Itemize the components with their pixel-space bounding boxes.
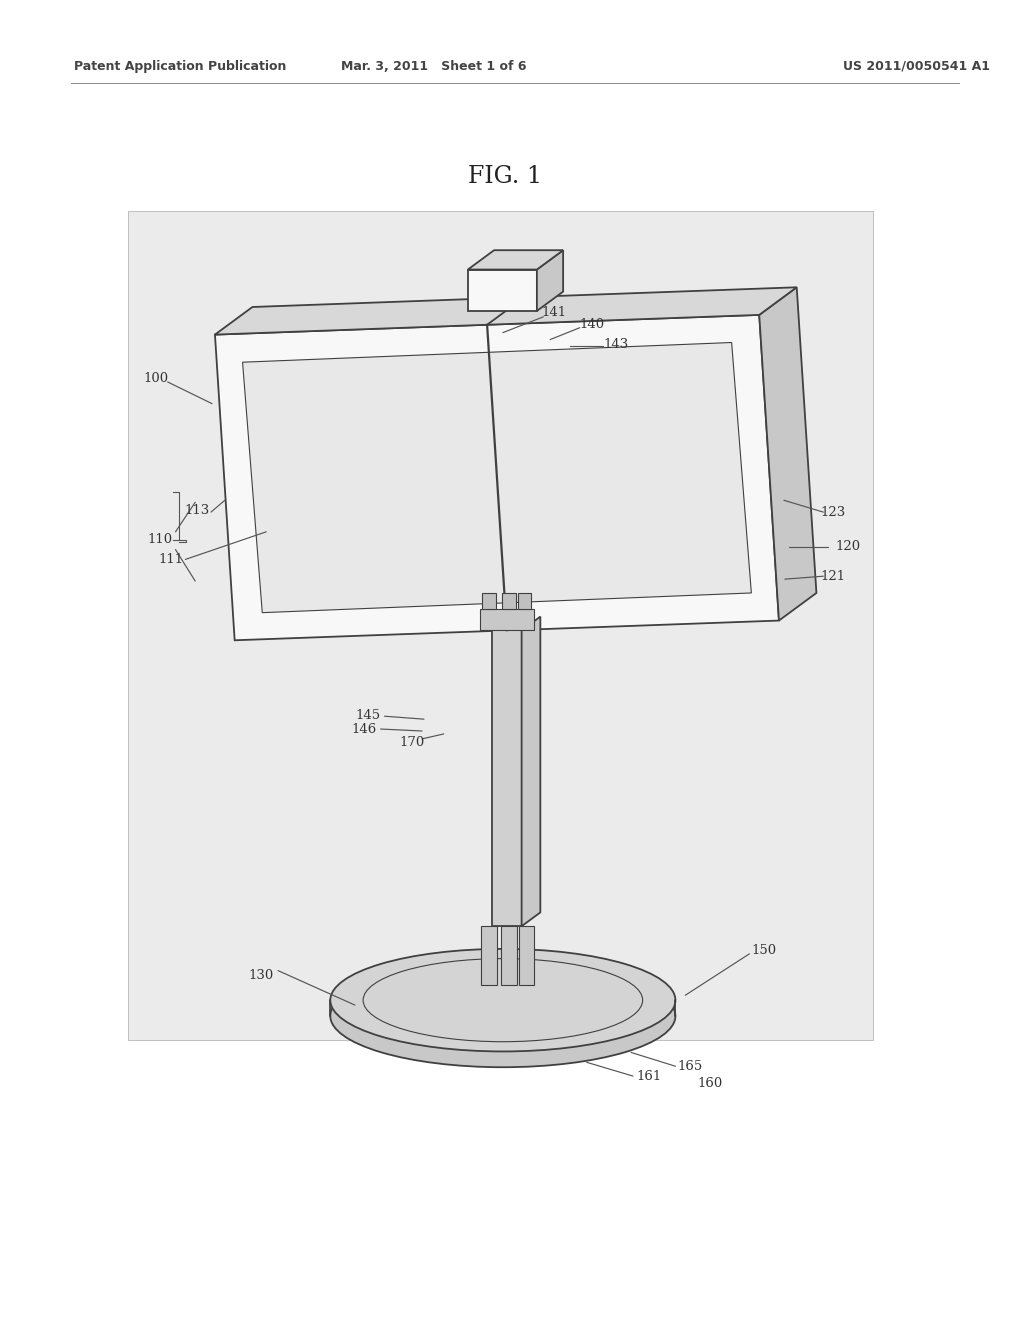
Polygon shape [481, 925, 497, 985]
Text: 110: 110 [147, 533, 172, 546]
Text: Mar. 3, 2011   Sheet 1 of 6: Mar. 3, 2011 Sheet 1 of 6 [341, 59, 526, 73]
Polygon shape [479, 609, 534, 631]
Polygon shape [518, 925, 535, 985]
Polygon shape [482, 593, 496, 609]
Text: 160: 160 [697, 1077, 723, 1090]
Text: 100: 100 [143, 372, 168, 385]
Ellipse shape [331, 949, 676, 1052]
Polygon shape [518, 593, 531, 609]
Text: 161: 161 [636, 1069, 662, 1082]
Polygon shape [759, 288, 816, 620]
Polygon shape [501, 925, 517, 985]
Text: 170: 170 [399, 737, 425, 750]
Polygon shape [468, 251, 563, 269]
Polygon shape [521, 616, 541, 927]
Text: Patent Application Publication: Patent Application Publication [74, 59, 287, 73]
Polygon shape [215, 315, 779, 640]
Text: 146: 146 [351, 722, 377, 735]
Text: FIG. 1: FIG. 1 [468, 165, 542, 189]
Polygon shape [215, 288, 797, 334]
Ellipse shape [364, 958, 643, 1041]
Polygon shape [243, 342, 752, 612]
Text: 145: 145 [355, 709, 380, 722]
Text: 141: 141 [542, 306, 566, 319]
Text: 121: 121 [820, 570, 846, 582]
Text: 111: 111 [158, 553, 183, 566]
Text: 165: 165 [678, 1060, 702, 1073]
Text: 143: 143 [603, 338, 629, 351]
Text: 130: 130 [249, 969, 274, 982]
Polygon shape [537, 251, 563, 312]
Text: 150: 150 [752, 944, 777, 957]
Ellipse shape [331, 965, 676, 1068]
Text: 123: 123 [820, 506, 846, 519]
Text: 140: 140 [579, 318, 604, 331]
Text: US 2011/0050541 A1: US 2011/0050541 A1 [843, 59, 990, 73]
Text: 120: 120 [836, 540, 860, 553]
Text: 113: 113 [184, 504, 210, 516]
Polygon shape [468, 269, 537, 312]
Polygon shape [492, 631, 521, 927]
FancyBboxPatch shape [128, 211, 872, 1040]
Polygon shape [502, 593, 516, 609]
